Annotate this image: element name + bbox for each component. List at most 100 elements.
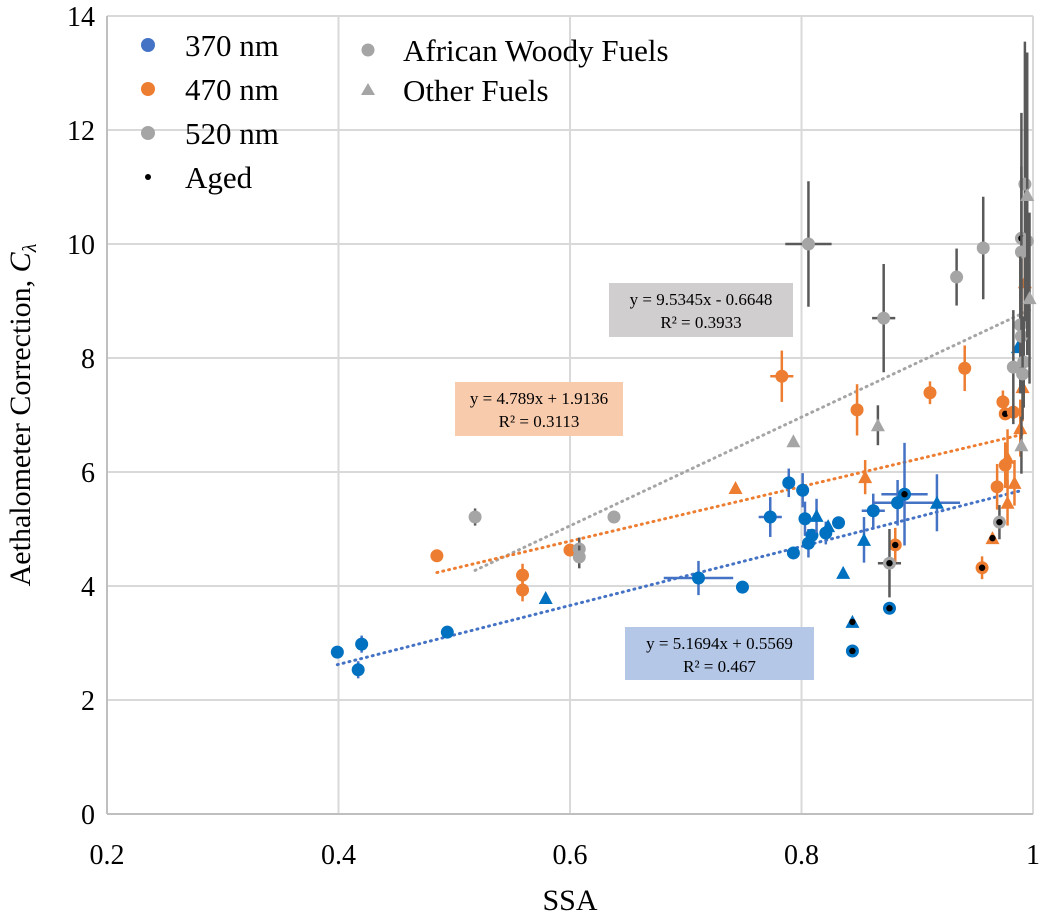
legend-label: 370 nm — [185, 28, 279, 63]
legend-marker — [141, 38, 155, 52]
circle-point — [763, 510, 777, 524]
circle-point — [735, 580, 749, 594]
trendline-equation: y = 5.1694x + 0.5569 — [646, 634, 793, 653]
circle-point — [976, 241, 990, 255]
aged-marker — [978, 564, 986, 571]
circle-point — [805, 528, 819, 542]
legend: 370 nm 470 nm 520 nm Aged African Woody Fuel… — [141, 28, 669, 195]
legend-marker-aged — [145, 174, 151, 180]
triangle-point — [1014, 438, 1029, 452]
legend-label: 520 nm — [185, 116, 279, 151]
y-tick-label: 6 — [81, 458, 95, 489]
triangle-point — [870, 418, 885, 432]
triangle-point — [538, 590, 553, 604]
circle-point — [990, 480, 1004, 494]
circle-point — [786, 546, 800, 560]
x-axis-label: SSA — [542, 884, 597, 916]
legend-marker — [141, 126, 155, 140]
circle-point — [996, 395, 1010, 409]
aged-marker — [996, 518, 1003, 526]
aged-marker — [892, 541, 899, 549]
circle-point — [691, 571, 705, 585]
circle-point — [430, 549, 444, 563]
x-tick-label: 0.2 — [90, 840, 125, 871]
circle-point — [850, 403, 864, 417]
y-tick-label: 4 — [81, 572, 95, 603]
legend-label: Other Fuels — [403, 73, 549, 108]
triangle-point — [809, 508, 824, 522]
legend-marker-circle — [361, 43, 375, 57]
circle-point — [351, 663, 365, 677]
trendline-equation: y = 4.789x + 1.9136 — [470, 389, 608, 408]
trendline-r-squared: R² = 0.467 — [683, 657, 756, 676]
aged-marker — [886, 560, 893, 567]
trendline-labels: y = 9.5345x - 0.6648 R² = 0.3933 y = 4.789… — [455, 283, 814, 680]
aged-marker — [901, 491, 908, 498]
y-tick-label: 0 — [81, 800, 95, 831]
triangle-point — [1020, 187, 1035, 201]
circle-point — [958, 361, 972, 375]
triangle-point — [1000, 495, 1015, 509]
trendline-r-squared: R² = 0.3933 — [660, 313, 741, 332]
circle-point — [1014, 245, 1028, 259]
trendline-r-squared: R² = 0.3113 — [499, 412, 580, 431]
x-tick-label: 1 — [1026, 840, 1040, 871]
circle-point — [468, 510, 482, 524]
trendline — [435, 432, 1027, 575]
y-tick-label: 12 — [67, 116, 95, 147]
trendline-label-box — [609, 283, 793, 337]
circle-point — [832, 516, 846, 530]
triangle-point — [858, 470, 873, 484]
x-tick-label: 0.6 — [553, 840, 588, 871]
circle-point — [801, 237, 815, 251]
circle-point — [950, 270, 964, 284]
legend-marker-triangle — [361, 83, 375, 95]
trendline-equation: y = 9.5345x - 0.6648 — [630, 290, 773, 309]
legend-label: African Woody Fuels — [403, 33, 669, 68]
trendline — [473, 308, 1032, 572]
circle-point — [1016, 367, 1030, 381]
trendlines — [335, 308, 1032, 667]
circle-point — [1006, 360, 1020, 374]
aged-marker — [849, 618, 856, 626]
circle-point — [355, 637, 369, 651]
triangle-point — [857, 532, 872, 546]
triangle-point — [728, 480, 743, 494]
circle-point — [516, 568, 530, 582]
y-tick-label: 10 — [67, 230, 95, 261]
y-tick-label: 14 — [67, 2, 95, 33]
circle-point — [607, 510, 621, 524]
circle-point — [877, 311, 891, 325]
triangle-point — [1007, 475, 1022, 489]
y-axis-label: Aethalometer Correction, Cλ — [4, 243, 41, 586]
circle-point — [572, 550, 586, 564]
legend-marker — [141, 82, 155, 96]
x-tick-label: 0.4 — [321, 840, 356, 871]
triangle-point — [929, 495, 944, 509]
trendline-label-box — [455, 382, 623, 436]
circle-point — [796, 483, 810, 497]
legend-label: Aged — [185, 160, 253, 195]
x-tick-label: 0.8 — [784, 840, 819, 871]
gridlines — [106, 15, 1034, 815]
aged-marker — [886, 605, 893, 612]
triangle-point — [1000, 450, 1015, 464]
triangle-point — [1022, 291, 1037, 305]
aged-marker — [989, 534, 996, 542]
legend-label: 470 nm — [185, 72, 279, 107]
circle-point — [440, 625, 454, 639]
circle-point — [798, 512, 812, 526]
triangle-point — [836, 565, 851, 579]
circle-point — [866, 504, 880, 518]
circle-point — [775, 369, 789, 383]
circle-point — [330, 645, 344, 659]
triangle-point — [786, 434, 801, 448]
aged-marker — [1002, 410, 1009, 418]
circle-point — [923, 386, 937, 400]
triangle-point — [821, 519, 836, 533]
circle-point — [516, 583, 530, 597]
trendline-label-box — [625, 627, 814, 680]
y-tick-label: 2 — [81, 686, 95, 717]
